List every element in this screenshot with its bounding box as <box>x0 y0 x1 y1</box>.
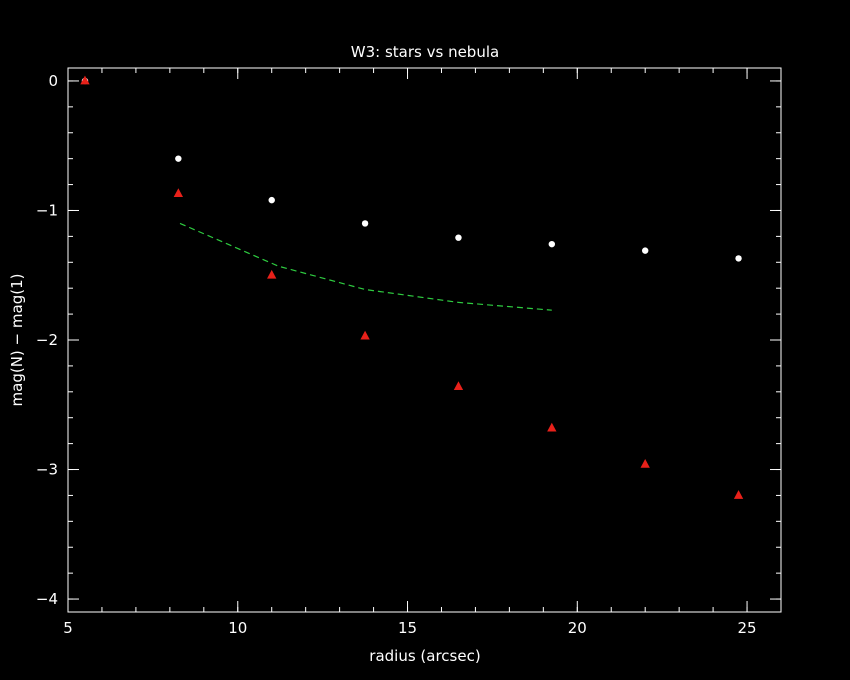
triangle-point <box>453 381 464 391</box>
y-tick-label: −3 <box>36 461 58 479</box>
x-tick-label: 20 <box>568 619 587 637</box>
dashed-series-line <box>179 222 552 311</box>
triangle-point <box>733 490 744 499</box>
triangle-point <box>173 188 184 198</box>
y-tick-label: −2 <box>36 331 58 349</box>
circle-point <box>361 220 369 227</box>
triangle-point <box>547 422 557 432</box>
tick-labels: 5 10 15 20 25 0 −1 −2 −3 −4 <box>36 72 757 637</box>
x-tick-label: 5 <box>63 619 73 637</box>
y-tick-label: 0 <box>48 72 58 90</box>
circle-point <box>641 247 649 254</box>
x-tick-label: 15 <box>398 619 417 637</box>
triangle-point <box>267 269 277 279</box>
axis-ticks <box>67 68 782 612</box>
triangle-point <box>80 75 90 85</box>
triangle-point <box>360 330 370 340</box>
x-tick-label: 25 <box>738 619 757 637</box>
y-axis-label: mag(N) − mag(1) <box>8 274 26 407</box>
data-marks <box>80 75 744 499</box>
y-tick-label: −4 <box>36 590 58 608</box>
triangle-point <box>640 458 650 468</box>
x-axis-label: radius (arcsec) <box>369 647 480 665</box>
circle-point <box>268 196 275 204</box>
circle-point <box>455 234 462 241</box>
x-tick-label: 10 <box>228 619 247 637</box>
y-tick-label: −1 <box>36 201 58 219</box>
chart-title: W3: stars vs nebula <box>351 43 499 61</box>
circle-point <box>548 240 556 248</box>
circle-point <box>735 255 742 262</box>
circle-point <box>175 155 182 162</box>
